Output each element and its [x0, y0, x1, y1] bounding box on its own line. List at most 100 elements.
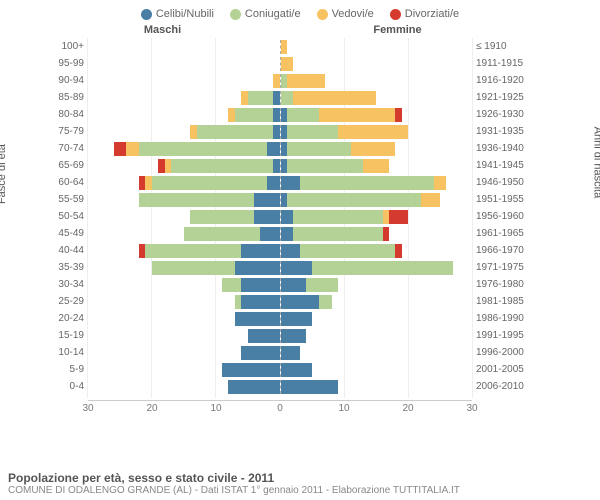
- age-label: 55-59: [52, 194, 88, 205]
- segment: [281, 91, 294, 105]
- gender-headers: Maschi Femmine: [0, 24, 600, 36]
- age-row: 5-92001-2005: [52, 361, 530, 378]
- age-row: 60-641946-1950: [52, 174, 530, 191]
- bar-female: [280, 363, 473, 377]
- x-tick: 30: [82, 403, 93, 414]
- chart-title: Popolazione per età, sesso e stato civil…: [8, 471, 592, 485]
- segment: [126, 142, 139, 156]
- segment: [281, 210, 294, 224]
- bar-female: [280, 244, 473, 258]
- year-label: 1941-1945: [472, 160, 530, 171]
- segment: [281, 261, 313, 275]
- bar-female: [280, 329, 473, 343]
- bar-male: [88, 278, 280, 292]
- bar-female: [280, 91, 473, 105]
- age-row: 30-341976-1980: [52, 276, 530, 293]
- age-row: 70-74 1936-1940: [52, 140, 530, 157]
- bar-male: [88, 312, 280, 326]
- legend-item: Celibi/Nubili: [141, 8, 214, 20]
- age-row: 55-59 1951-1955: [52, 191, 530, 208]
- age-label: 70-74: [52, 143, 88, 154]
- segment: [281, 244, 300, 258]
- legend: Celibi/NubiliConiugati/eVedovi/eDivorzia…: [0, 0, 600, 24]
- bar-female: [280, 142, 473, 156]
- segment: [287, 108, 319, 122]
- legend-label: Vedovi/e: [332, 8, 374, 20]
- age-label: 60-64: [52, 177, 88, 188]
- age-row: 100+ ≤ 1910: [52, 38, 530, 55]
- x-tick: 10: [338, 403, 349, 414]
- segment: [248, 91, 274, 105]
- segment: [395, 108, 401, 122]
- segment: [287, 159, 364, 173]
- segment: [287, 193, 421, 207]
- year-label: 1971-1975: [472, 262, 530, 273]
- y-axis-left-label: Fasce di età: [0, 144, 8, 204]
- segment: [241, 346, 279, 360]
- rows-container: 100+ ≤ 1910 95-991911-1915 90-94 1916-1920 85…: [52, 38, 530, 398]
- bar-female: [280, 125, 473, 139]
- segment: [281, 346, 300, 360]
- age-label: 65-69: [52, 160, 88, 171]
- bar-female: [280, 295, 473, 309]
- bar-male: [88, 40, 280, 54]
- bar-female: [280, 108, 473, 122]
- segment: [139, 142, 267, 156]
- age-row: 90-94 1916-1920: [52, 72, 530, 89]
- segment: [248, 329, 280, 343]
- segment: [114, 142, 127, 156]
- x-axis: 0102030 102030: [88, 400, 472, 418]
- age-label: 40-44: [52, 245, 88, 256]
- age-label: 85-89: [52, 92, 88, 103]
- age-label: 10-14: [52, 347, 88, 358]
- bar-female: [280, 210, 473, 224]
- age-row: 35-391971-1975: [52, 259, 530, 276]
- year-label: 1911-1915: [472, 58, 530, 69]
- segment: [254, 210, 280, 224]
- year-label: 1921-1925: [472, 92, 530, 103]
- bar-female: [280, 159, 473, 173]
- age-label: 100+: [52, 41, 88, 52]
- year-label: 2006-2010: [472, 381, 530, 392]
- segment: [281, 57, 294, 71]
- year-label: 1916-1920: [472, 75, 530, 86]
- bar-male: [88, 261, 280, 275]
- segment: [184, 227, 261, 241]
- bar-male: [88, 91, 280, 105]
- bar-male: [88, 193, 280, 207]
- segment: [319, 295, 332, 309]
- bar-male: [88, 125, 280, 139]
- x-tick: 20: [146, 403, 157, 414]
- age-label: 45-49: [52, 228, 88, 239]
- segment: [241, 278, 279, 292]
- legend-item: Vedovi/e: [317, 8, 374, 20]
- segment: [235, 261, 280, 275]
- bar-male: [88, 380, 280, 394]
- segment: [190, 210, 254, 224]
- bar-female: [280, 261, 473, 275]
- segment: [383, 227, 389, 241]
- age-row: 95-991911-1915: [52, 55, 530, 72]
- year-label: ≤ 1910: [472, 41, 530, 52]
- year-label: 1931-1935: [472, 126, 530, 137]
- year-label: 1936-1940: [472, 143, 530, 154]
- year-label: 1966-1970: [472, 245, 530, 256]
- segment: [293, 210, 382, 224]
- age-label: 20-24: [52, 313, 88, 324]
- segment: [300, 244, 396, 258]
- year-label: 1951-1955: [472, 194, 530, 205]
- bar-male: [88, 108, 280, 122]
- age-row: 85-89 1921-1925: [52, 89, 530, 106]
- segment: [152, 176, 267, 190]
- bar-female: [280, 312, 473, 326]
- segment: [267, 176, 280, 190]
- segment: [260, 227, 279, 241]
- bar-female: [280, 57, 473, 71]
- segment: [287, 74, 325, 88]
- bar-male: [88, 210, 280, 224]
- segment: [281, 295, 319, 309]
- segment: [241, 244, 279, 258]
- age-row: 75-791931-1935: [52, 123, 530, 140]
- age-label: 90-94: [52, 75, 88, 86]
- bar-male: [88, 295, 280, 309]
